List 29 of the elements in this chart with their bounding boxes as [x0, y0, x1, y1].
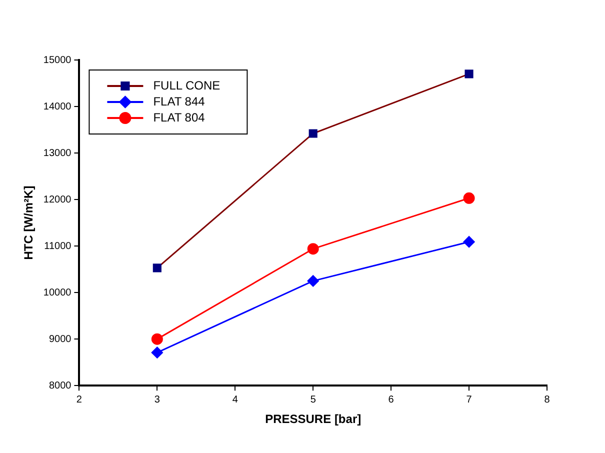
y-tick-label: 10000: [43, 287, 72, 298]
x-tick-label: 4: [232, 394, 238, 406]
point: [152, 264, 162, 272]
point: [151, 333, 163, 345]
point: [151, 346, 163, 358]
y-tick-label: 8000: [48, 380, 72, 392]
x-tick-label: 3: [154, 394, 160, 406]
x-tick-label: 8: [544, 394, 550, 406]
x-tick-label: 2: [76, 394, 82, 406]
y-axis-title: HTC [W/m²K]: [22, 186, 36, 260]
x-tick-label: 6: [388, 394, 394, 406]
legend-label: FULL CONE: [153, 78, 220, 92]
point: [464, 70, 474, 78]
point: [307, 275, 319, 287]
point: [463, 236, 475, 248]
x-axis-title: PRESSURE [bar]: [265, 412, 362, 426]
y-tick-label: 14000: [43, 101, 72, 112]
point: [463, 192, 475, 204]
point: [308, 129, 318, 138]
y-tick-label: 9000: [48, 334, 72, 345]
x-tick-label: 5: [310, 394, 316, 406]
y-tick-label: 11000: [44, 240, 72, 252]
legend-label: FLAT 844: [153, 94, 206, 108]
y-tick-label: 12000: [43, 194, 72, 206]
y-tick-label: 15000: [43, 54, 72, 66]
point: [307, 243, 319, 255]
legend-label: FLAT 804: [153, 110, 206, 124]
x-tick-label: 7: [466, 394, 472, 406]
y-tick-label: 13000: [43, 148, 72, 159]
